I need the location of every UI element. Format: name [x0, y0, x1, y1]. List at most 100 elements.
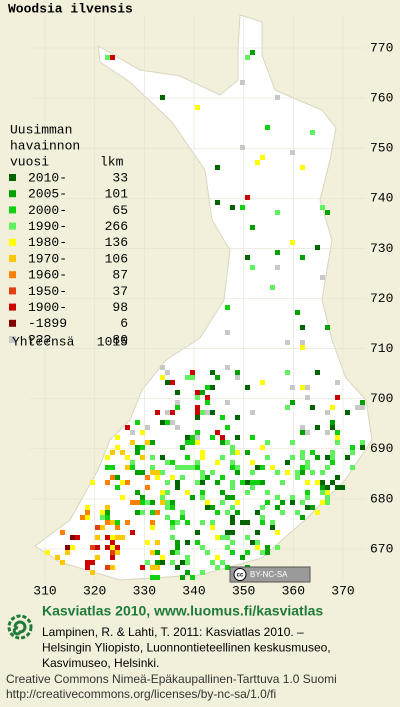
- record-square: [245, 55, 250, 60]
- license-badge: cc BY-NC-SA: [229, 566, 311, 583]
- record-square: [185, 570, 190, 575]
- legend-label: 2010-: [28, 170, 67, 185]
- legend-label: -1899: [28, 316, 67, 331]
- record-square: [185, 520, 190, 525]
- record-square: [115, 445, 120, 450]
- record-square: [170, 525, 175, 530]
- record-square: [100, 525, 105, 530]
- record-square: [195, 480, 200, 485]
- record-square: [150, 465, 155, 470]
- record-square: [115, 435, 120, 440]
- record-square: [265, 490, 270, 495]
- record-square: [250, 485, 255, 490]
- record-square: [300, 465, 305, 470]
- record-square: [170, 410, 175, 415]
- record-square: [175, 465, 180, 470]
- record-square: [165, 490, 170, 495]
- record-square: [270, 465, 275, 470]
- record-square: [165, 380, 170, 385]
- map-grid: [30, 15, 365, 582]
- record-square: [155, 510, 160, 515]
- record-square: [220, 535, 225, 540]
- record-square: [250, 470, 255, 475]
- record-square: [110, 450, 115, 455]
- record-square: [300, 165, 305, 170]
- record-square: [225, 330, 230, 335]
- record-square: [170, 420, 175, 425]
- record-square: [115, 550, 120, 555]
- legend-heading: Uusimman: [10, 122, 72, 137]
- legend-swatch: [9, 190, 16, 198]
- record-square: [215, 555, 220, 560]
- record-square: [310, 505, 315, 510]
- record-square: [110, 535, 115, 540]
- record-square: [210, 560, 215, 565]
- record-square: [360, 405, 365, 410]
- record-square: [145, 440, 150, 445]
- record-square: [275, 250, 280, 255]
- record-square: [125, 520, 130, 525]
- record-square: [330, 460, 335, 465]
- record-square: [300, 345, 305, 350]
- y-tick-label: 730: [370, 241, 393, 256]
- y-tick-label: 720: [370, 291, 393, 306]
- record-square: [240, 80, 245, 85]
- legend-swatch: [9, 303, 16, 311]
- y-tick-label: 740: [370, 191, 393, 206]
- record-square: [335, 440, 340, 445]
- record-square: [230, 480, 235, 485]
- record-square: [315, 370, 320, 375]
- record-square: [235, 415, 240, 420]
- record-square: [95, 525, 100, 530]
- record-square: [360, 445, 365, 450]
- record-square: [230, 450, 235, 455]
- record-square: [195, 430, 200, 435]
- record-square: [160, 375, 165, 380]
- x-tick-label: 360: [282, 583, 305, 598]
- record-square: [320, 490, 325, 495]
- record-square: [210, 505, 215, 510]
- record-square: [150, 455, 155, 460]
- record-square: [235, 450, 240, 455]
- record-square: [305, 430, 310, 435]
- record-square: [270, 525, 275, 530]
- record-square: [310, 405, 315, 410]
- record-square: [285, 340, 290, 345]
- record-square: [250, 480, 255, 485]
- record-square: [285, 470, 290, 475]
- record-square: [275, 495, 280, 500]
- record-square: [100, 510, 105, 515]
- y-tick-label: 680: [370, 491, 393, 506]
- y-tick-label: 690: [370, 441, 393, 456]
- record-square: [205, 410, 210, 415]
- record-square: [105, 465, 110, 470]
- record-square: [180, 575, 185, 580]
- record-square: [125, 425, 130, 430]
- record-square: [150, 510, 155, 515]
- record-square: [205, 550, 210, 555]
- record-square: [290, 440, 295, 445]
- record-square: [320, 485, 325, 490]
- record-square: [340, 485, 345, 490]
- record-square: [275, 530, 280, 535]
- record-square: [140, 470, 145, 475]
- record-square: [225, 425, 230, 430]
- record-square: [210, 525, 215, 530]
- legend-label: 1990-: [28, 219, 67, 234]
- record-square: [130, 530, 135, 535]
- record-square: [195, 390, 200, 395]
- record-square: [145, 425, 150, 430]
- record-square: [115, 485, 120, 490]
- record-square: [110, 475, 115, 480]
- record-square: [285, 460, 290, 465]
- record-square: [290, 500, 295, 505]
- legend-count: 33: [112, 170, 128, 185]
- record-square: [220, 455, 225, 460]
- record-square: [255, 465, 260, 470]
- record-square: [265, 440, 270, 445]
- record-square: [285, 405, 290, 410]
- record-square: [290, 150, 295, 155]
- record-square: [80, 515, 85, 520]
- legend-label: 1970-: [28, 251, 67, 266]
